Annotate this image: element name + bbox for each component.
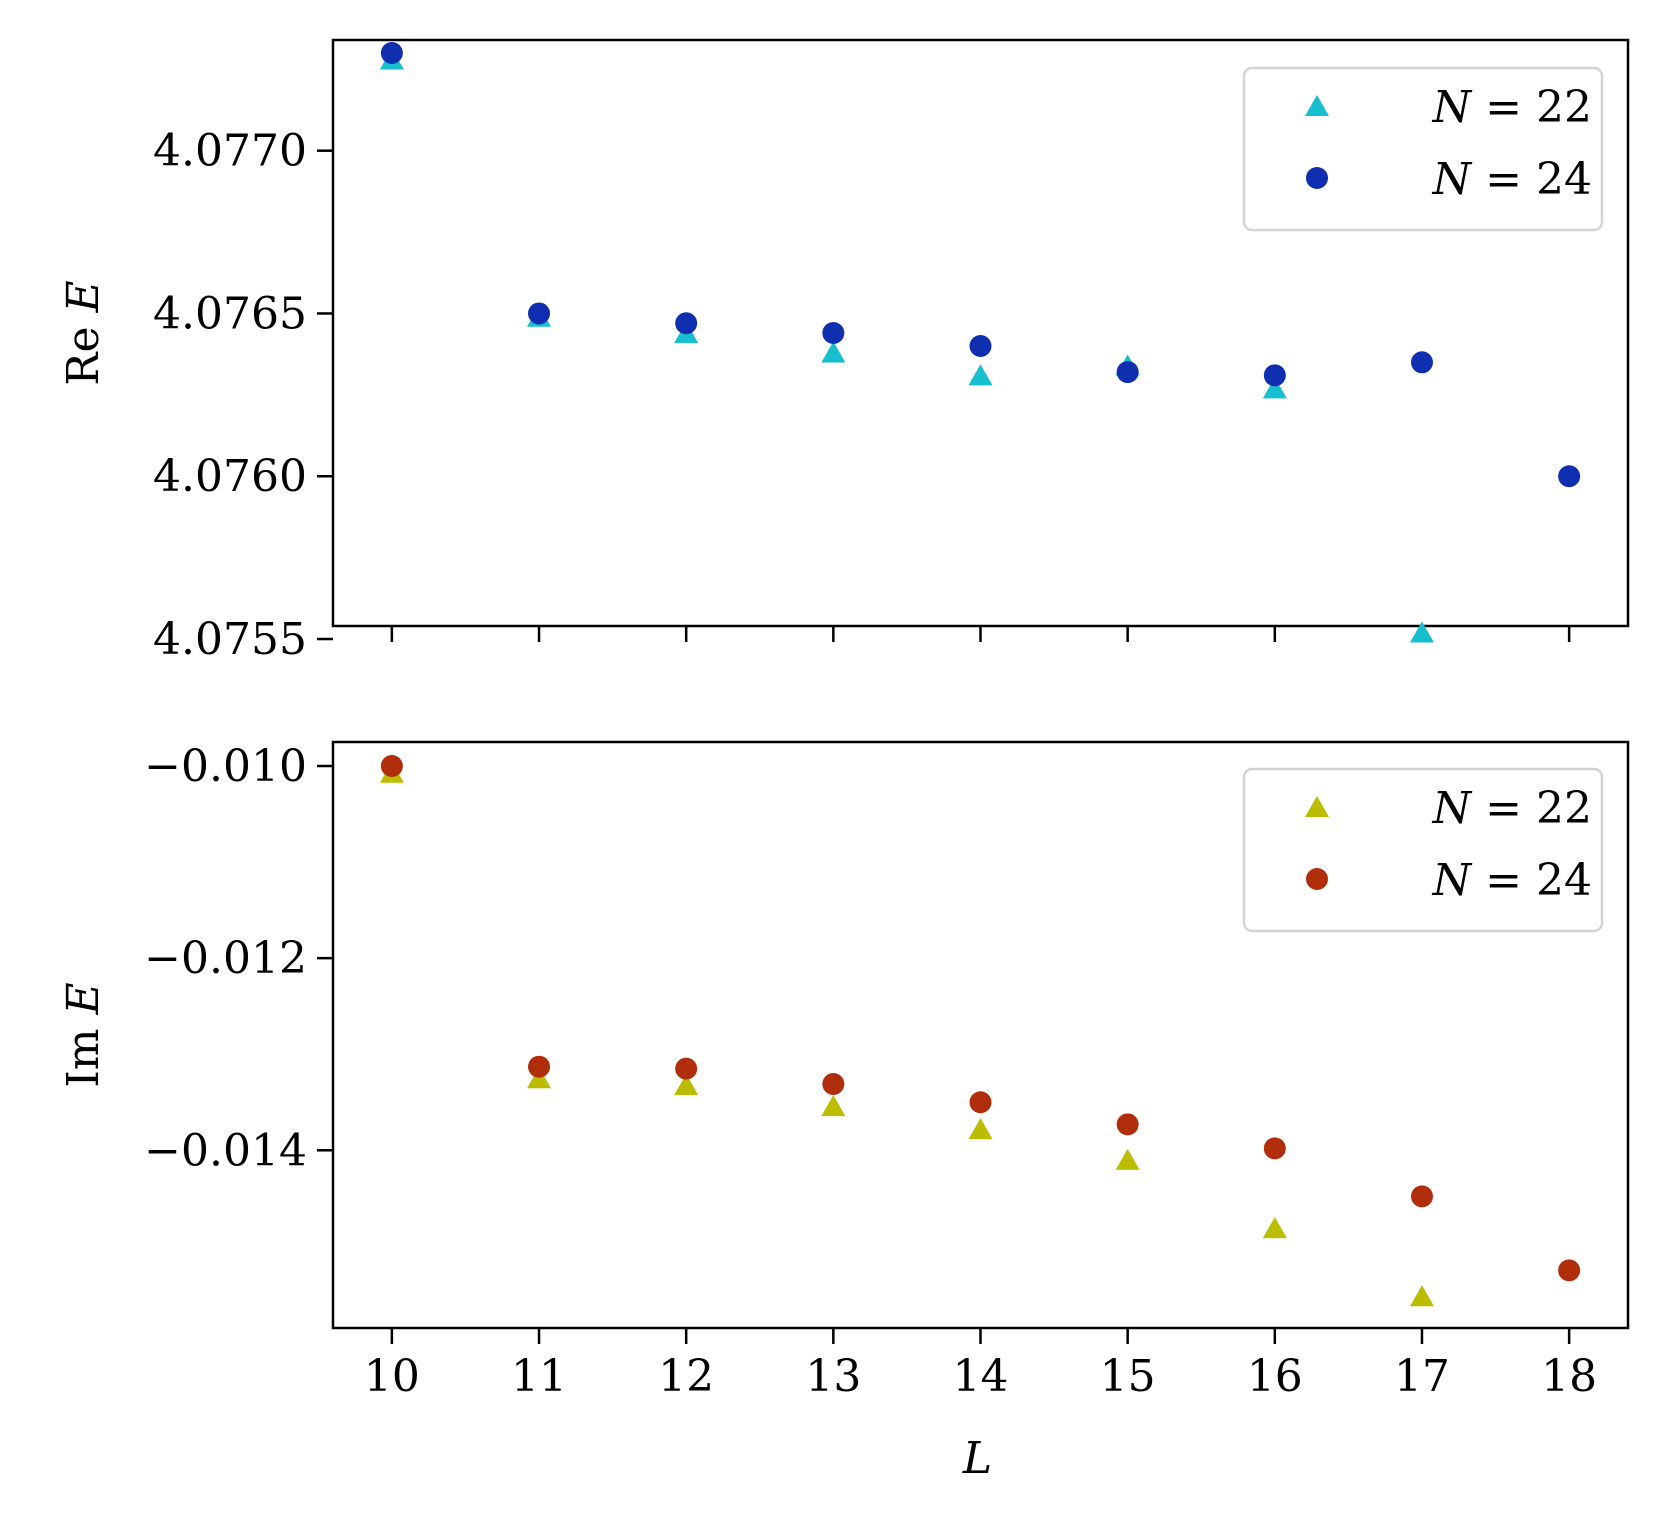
- im-n22-point: [968, 1118, 993, 1140]
- re-n22-point: [1262, 377, 1287, 399]
- im-n22-point: [527, 1067, 552, 1089]
- re-n22-point: [821, 341, 846, 363]
- im-e-panel: 10 11 12 13 14 15 16 17 18 −0.010 −0.012 −0.014 Im E…: [58, 740, 1630, 1484]
- re-series-n24: [380, 42, 1581, 488]
- im-n22-point: [1115, 1148, 1140, 1170]
- re-n24-point: [969, 335, 992, 358]
- im-series-n22: [379, 761, 1434, 1307]
- x-tick-label: 17: [1394, 1351, 1450, 1402]
- re-e-panel: 4.0755 4.0760 4.0765 4.0770 Re E N = 22 N = 24: [58, 38, 1630, 665]
- re-legend-label: N = 24: [1432, 154, 1592, 205]
- im-n24-point: [822, 1072, 845, 1095]
- im-n22-point: [1262, 1217, 1287, 1239]
- im-y-axis-title: Im E: [58, 982, 109, 1087]
- im-n22-point: [674, 1073, 699, 1095]
- re-legend-marker: [1305, 95, 1329, 116]
- re-y-tick-label: 4.0760: [153, 451, 307, 502]
- im-n24-point: [528, 1055, 551, 1078]
- re-n24-point: [1558, 465, 1581, 488]
- im-legend-label: N = 22: [1432, 783, 1592, 834]
- re-legend-marker: [1306, 167, 1328, 189]
- re-legend: N = 22 N = 24: [1242, 66, 1604, 232]
- re-n24-point: [528, 302, 551, 325]
- im-legend-label: N = 24: [1432, 855, 1592, 906]
- im-y-tick-label: −0.012: [144, 933, 307, 984]
- re-legend-frame: [1242, 66, 1604, 232]
- im-n22-point: [1409, 1285, 1434, 1307]
- x-tick-label: 18: [1541, 1351, 1597, 1402]
- x-tick-label: 15: [1100, 1351, 1156, 1402]
- re-n24-point: [675, 312, 698, 335]
- im-n24-point: [1263, 1137, 1286, 1160]
- re-y-tick-label: 4.0770: [153, 126, 307, 177]
- x-tick-label: 11: [511, 1351, 567, 1402]
- x-tick-label: 14: [953, 1351, 1009, 1402]
- im-series-n24: [380, 755, 1581, 1282]
- im-legend-marker: [1305, 796, 1329, 817]
- x-tick-label: 10: [364, 1351, 420, 1402]
- im-legend: N = 22 N = 24: [1242, 767, 1604, 933]
- re-n22-point: [968, 364, 993, 386]
- re-n24-point: [380, 42, 403, 65]
- re-n24-point: [1116, 361, 1139, 384]
- re-legend-label: N = 22: [1432, 82, 1592, 133]
- re-y-axis-title: Re E: [58, 280, 109, 385]
- x-tick-label: 12: [658, 1351, 714, 1402]
- im-n24-point: [969, 1091, 992, 1114]
- im-legend-marker: [1306, 868, 1328, 890]
- im-n24-point: [1116, 1113, 1139, 1136]
- im-n24-point: [380, 755, 403, 778]
- x-tick-label: 16: [1247, 1351, 1303, 1402]
- re-n24-point: [1410, 351, 1433, 374]
- im-y-tick-label: −0.014: [144, 1125, 307, 1176]
- x-axis-title: L: [962, 1433, 992, 1484]
- im-legend-frame: [1242, 767, 1604, 933]
- re-y-tick-label: 4.0755: [153, 614, 307, 665]
- im-n22-point: [821, 1095, 846, 1117]
- im-n24-point: [675, 1057, 698, 1080]
- im-n24-point: [1410, 1185, 1433, 1208]
- re-n24-point: [822, 322, 845, 344]
- im-n24-point: [1558, 1259, 1581, 1282]
- re-n24-point: [1263, 364, 1286, 387]
- re-n22-point: [1409, 621, 1434, 643]
- im-y-tick-label: −0.010: [144, 741, 307, 792]
- re-y-tick-label: 4.0765: [153, 288, 307, 339]
- x-tick-label: 13: [805, 1351, 861, 1402]
